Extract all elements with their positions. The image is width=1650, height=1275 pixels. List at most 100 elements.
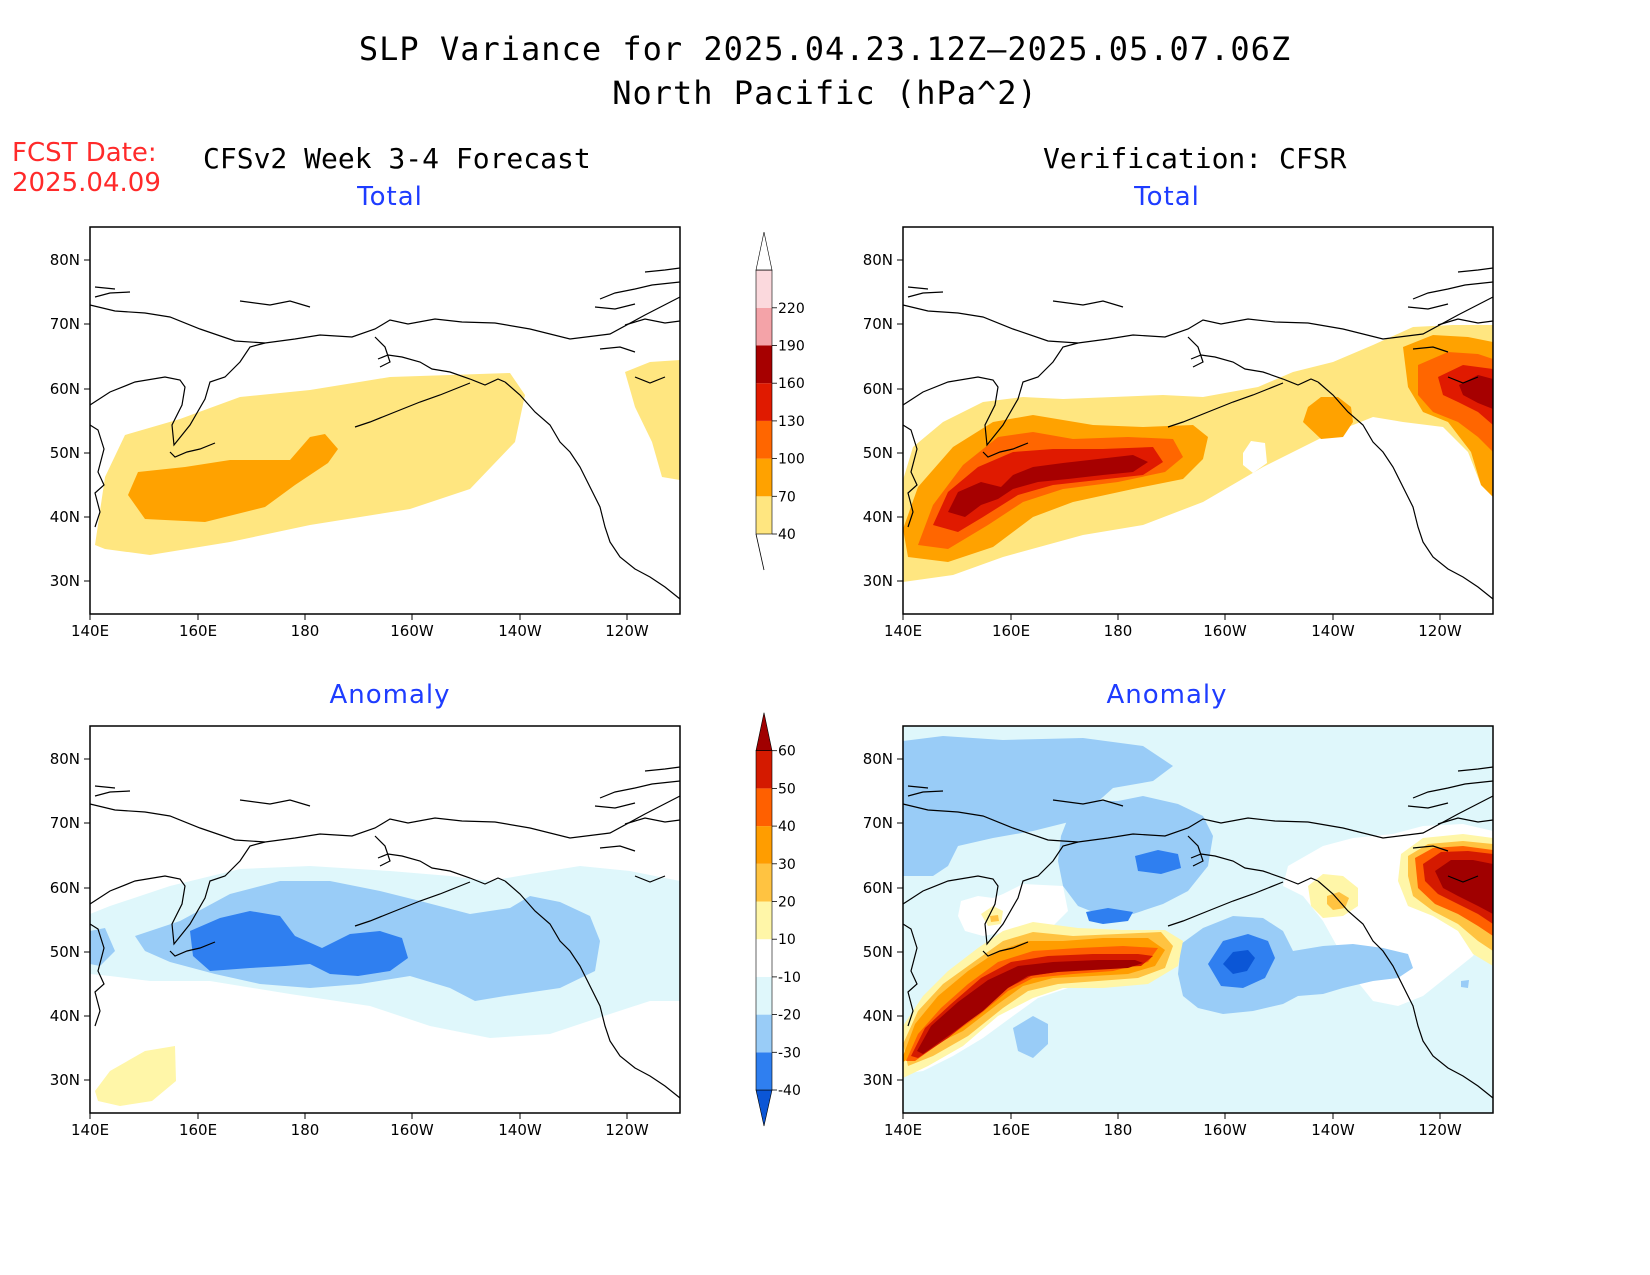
lat-tick-label: 80N: [50, 750, 80, 768]
colorbar-frame: [755, 269, 773, 535]
lon-tick-label: 140W: [1311, 1121, 1355, 1139]
colorbar-swatch: [755, 712, 773, 751]
colorbar-label: 130: [778, 414, 805, 430]
colorbar-label: 70: [778, 489, 796, 505]
lat-tick-label: 30N: [863, 1071, 893, 1089]
colorbar-swatch: [756, 1052, 772, 1090]
colorbar-label: -30: [778, 1045, 801, 1061]
colorbar-swatch: [756, 976, 772, 1015]
lon-tick-label: 160W: [390, 1121, 434, 1139]
colorbar-label: -40: [778, 1083, 801, 1099]
colorbar-swatch: [756, 788, 772, 827]
lat-tick-label: 60N: [50, 380, 80, 398]
coastlines: [902, 766, 1494, 1099]
lon-tick-label: 180: [291, 622, 320, 640]
forecast-date-value: 2025.04.09: [12, 168, 161, 198]
colorbar-label: 40: [778, 527, 796, 543]
lon-tick-label: 140E: [71, 1121, 109, 1139]
anomaly-contours: [903, 726, 1493, 1113]
lat-tick-label: 40N: [50, 1007, 80, 1025]
total-colorbar: 40 70 100 130 160 190 220: [755, 232, 805, 571]
anomaly-contours: [90, 866, 680, 1106]
lon-tick-label: 180: [291, 1121, 320, 1139]
colorbar-label: 160: [778, 376, 805, 392]
colorbar-label: 220: [778, 301, 805, 317]
axis-ticks: 140E 160E 180 160W 140W 120W 80N 70N 60N 50N 40N 30…: [863, 750, 1462, 1139]
colorbar-label: -20: [778, 1008, 801, 1024]
variance-contours: [95, 360, 680, 555]
lat-tick-label: 30N: [50, 572, 80, 590]
colorbar-swatch: [755, 533, 765, 571]
forecast-anomaly-map: 140E 160E 180 160W 140W 120W 80N 70N 60N 50N 40N 30…: [50, 725, 681, 1139]
lat-tick-label: 60N: [863, 879, 893, 897]
variance-contours: [903, 325, 1493, 582]
colorbar-label: 50: [778, 781, 796, 797]
axis-ticks: 140E 160E 180 160W 140W 120W 80N 70N 60N 50N 40N 30…: [50, 750, 649, 1139]
lon-tick-label: 160E: [179, 622, 217, 640]
lon-tick-label: 180: [1104, 1121, 1133, 1139]
colorbar-swatch: [756, 307, 772, 346]
lon-tick-label: 120W: [605, 622, 649, 640]
forecast-column-heading: CFSv2 Week 3-4 Forecast: [203, 142, 591, 175]
lon-tick-label: 140W: [1311, 622, 1355, 640]
lat-tick-label: 50N: [863, 943, 893, 961]
lat-tick-label: 80N: [863, 750, 893, 768]
verification-total-map: 140E 160E 180 160W 140W 120W 80N 70N 60N 50N 40N 30…: [863, 226, 1494, 640]
lat-tick-label: 30N: [50, 1071, 80, 1089]
verification-column-heading: Verification: CFSR: [1043, 142, 1347, 175]
colorbar-label: 190: [778, 339, 805, 355]
lon-tick-label: 140E: [884, 622, 922, 640]
lon-tick-label: 160E: [179, 1121, 217, 1139]
lat-tick-label: 50N: [863, 444, 893, 462]
map-frame: [89, 226, 681, 615]
lat-tick-label: 70N: [863, 814, 893, 832]
verification-total-title: Total: [1134, 182, 1200, 212]
lat-tick-label: 40N: [50, 508, 80, 526]
colorbar-frame: [755, 750, 773, 1091]
verification-anomaly-title: Anomaly: [1106, 680, 1228, 710]
lat-tick-label: 50N: [50, 444, 80, 462]
lon-tick-label: 120W: [1418, 622, 1462, 640]
forecast-anomaly-title: Anomaly: [329, 680, 451, 710]
map-frame: [902, 226, 1494, 615]
verification-anomaly-map: 140E 160E 180 160W 140W 120W 80N 70N 60N 50N 40N 30…: [863, 725, 1494, 1139]
colorbar-label: 40: [778, 819, 796, 835]
forecast-date-label: FCST Date:: [12, 138, 157, 168]
colorbar-swatch: [756, 901, 772, 940]
lat-tick-label: 40N: [863, 1007, 893, 1025]
colorbar-label: 100: [778, 452, 805, 468]
coastlines: [902, 267, 1494, 600]
lon-tick-label: 140W: [498, 622, 542, 640]
colorbar-swatch: [756, 1014, 772, 1053]
coastlines: [89, 766, 681, 1099]
colorbar-swatch: [755, 1089, 773, 1127]
colorbar-label: 30: [778, 857, 796, 873]
forecast-date-block: FCST Date: 2025.04.09: [12, 138, 161, 198]
colorbar-swatch: [755, 232, 773, 271]
colorbar-swatch: [756, 496, 772, 534]
lon-tick-label: 160E: [992, 1121, 1030, 1139]
colorbar-swatch: [756, 270, 772, 308]
anomaly-colorbar: -40 -30 -20 -10 10 20 30 40 50 60: [755, 712, 801, 1127]
colorbar-label: -10: [778, 970, 801, 986]
lat-tick-label: 70N: [50, 315, 80, 333]
lon-tick-label: 160W: [1203, 1121, 1247, 1139]
lon-tick-label: 140E: [71, 622, 109, 640]
lon-tick-label: 180: [1104, 622, 1133, 640]
lon-tick-label: 120W: [605, 1121, 649, 1139]
colorbar-label: 10: [778, 932, 796, 948]
colorbar-swatch: [756, 420, 772, 459]
axis-ticks: 140E 160E 180 160W 140W 120W 80N 70N 60N 50N 40N 30…: [50, 251, 649, 640]
lat-tick-label: 60N: [50, 879, 80, 897]
forecast-total-title: Total: [357, 182, 423, 212]
map-frame: [902, 725, 1494, 1114]
lat-tick-label: 80N: [863, 251, 893, 269]
lon-tick-label: 120W: [1418, 1121, 1462, 1139]
lat-tick-label: 60N: [863, 380, 893, 398]
lon-tick-label: 140W: [498, 1121, 542, 1139]
lat-tick-label: 30N: [863, 572, 893, 590]
lat-tick-label: 40N: [863, 508, 893, 526]
colorbar-label: 60: [778, 744, 796, 760]
lon-tick-label: 160E: [992, 622, 1030, 640]
colorbar-swatch: [756, 863, 772, 902]
